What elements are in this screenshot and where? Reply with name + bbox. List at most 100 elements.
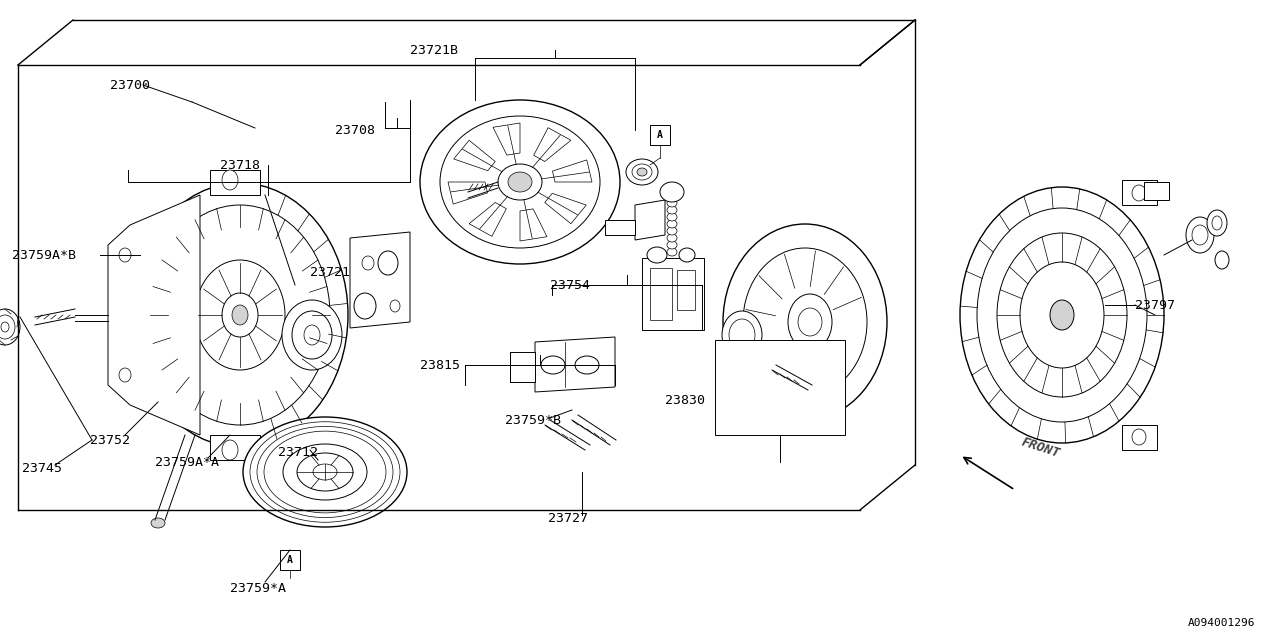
Ellipse shape xyxy=(257,426,393,518)
Text: 23759A*A: 23759A*A xyxy=(155,456,219,468)
Text: 23759A*B: 23759A*B xyxy=(12,248,76,262)
Text: 23759*A: 23759*A xyxy=(230,582,285,595)
Ellipse shape xyxy=(297,453,353,491)
Ellipse shape xyxy=(314,464,337,480)
Polygon shape xyxy=(468,202,507,236)
Ellipse shape xyxy=(667,220,677,228)
Bar xyxy=(650,268,672,320)
Polygon shape xyxy=(493,123,520,155)
Ellipse shape xyxy=(667,206,677,214)
Bar xyxy=(677,270,695,310)
Polygon shape xyxy=(1123,425,1157,450)
Ellipse shape xyxy=(355,293,376,319)
Polygon shape xyxy=(605,220,635,235)
Text: 23752: 23752 xyxy=(90,433,131,447)
Ellipse shape xyxy=(498,164,541,200)
Ellipse shape xyxy=(390,300,401,312)
Ellipse shape xyxy=(632,164,652,180)
Ellipse shape xyxy=(667,199,677,207)
Ellipse shape xyxy=(1132,185,1146,201)
Ellipse shape xyxy=(667,234,677,242)
Ellipse shape xyxy=(292,311,332,359)
Ellipse shape xyxy=(508,172,532,192)
Ellipse shape xyxy=(0,315,15,339)
Ellipse shape xyxy=(221,293,259,337)
Ellipse shape xyxy=(119,248,131,262)
Ellipse shape xyxy=(667,213,677,221)
Text: 23759*B: 23759*B xyxy=(506,413,561,426)
Polygon shape xyxy=(448,182,488,204)
Ellipse shape xyxy=(132,183,348,447)
Ellipse shape xyxy=(232,305,248,325)
Text: A: A xyxy=(657,130,663,140)
Text: 23718: 23718 xyxy=(220,159,260,172)
Text: A: A xyxy=(287,555,293,565)
Ellipse shape xyxy=(151,518,165,528)
Ellipse shape xyxy=(283,444,367,500)
Ellipse shape xyxy=(742,248,867,396)
Ellipse shape xyxy=(1132,429,1146,445)
Ellipse shape xyxy=(420,100,620,264)
Ellipse shape xyxy=(730,319,755,351)
Ellipse shape xyxy=(1020,262,1103,368)
Ellipse shape xyxy=(243,417,407,527)
Ellipse shape xyxy=(168,227,312,403)
Ellipse shape xyxy=(362,256,374,270)
Ellipse shape xyxy=(221,170,238,190)
Ellipse shape xyxy=(0,309,20,345)
Ellipse shape xyxy=(667,248,677,256)
Text: 23797: 23797 xyxy=(1135,298,1175,312)
Text: 23708: 23708 xyxy=(335,124,375,136)
Polygon shape xyxy=(534,128,571,161)
Ellipse shape xyxy=(305,325,320,345)
Polygon shape xyxy=(520,209,547,241)
Ellipse shape xyxy=(575,356,599,374)
Ellipse shape xyxy=(646,247,667,263)
Polygon shape xyxy=(635,200,666,240)
Text: A094001296: A094001296 xyxy=(1188,618,1254,628)
Text: 23727: 23727 xyxy=(548,511,588,525)
Bar xyxy=(650,125,669,145)
Text: 23712: 23712 xyxy=(278,445,317,458)
Ellipse shape xyxy=(722,311,762,359)
Text: 23721: 23721 xyxy=(310,266,349,278)
Text: 23754: 23754 xyxy=(550,278,590,291)
Bar xyxy=(643,258,704,330)
Ellipse shape xyxy=(541,356,564,374)
Ellipse shape xyxy=(1187,217,1213,253)
Text: 23745: 23745 xyxy=(22,461,61,474)
Ellipse shape xyxy=(150,205,330,425)
Ellipse shape xyxy=(221,440,238,460)
Ellipse shape xyxy=(667,227,677,235)
Ellipse shape xyxy=(997,233,1126,397)
Bar xyxy=(1144,182,1169,200)
Polygon shape xyxy=(553,160,593,182)
Ellipse shape xyxy=(119,368,131,382)
Ellipse shape xyxy=(1212,216,1222,230)
Ellipse shape xyxy=(440,116,600,248)
Polygon shape xyxy=(1123,180,1157,205)
Ellipse shape xyxy=(1050,300,1074,330)
Ellipse shape xyxy=(797,308,822,336)
Ellipse shape xyxy=(678,248,695,262)
Ellipse shape xyxy=(960,187,1164,443)
Polygon shape xyxy=(210,170,260,195)
Polygon shape xyxy=(535,337,614,392)
Ellipse shape xyxy=(1192,225,1208,245)
Text: 23700: 23700 xyxy=(110,79,150,92)
Ellipse shape xyxy=(788,294,832,350)
Text: 23830: 23830 xyxy=(666,394,705,406)
Ellipse shape xyxy=(250,422,401,522)
Ellipse shape xyxy=(637,168,646,176)
Polygon shape xyxy=(210,435,260,460)
Text: 23721B: 23721B xyxy=(410,44,458,56)
Ellipse shape xyxy=(660,182,684,202)
Polygon shape xyxy=(349,232,410,328)
Polygon shape xyxy=(453,140,495,171)
Ellipse shape xyxy=(282,300,342,370)
Ellipse shape xyxy=(667,241,677,249)
Ellipse shape xyxy=(264,431,387,513)
Ellipse shape xyxy=(723,224,887,420)
Bar xyxy=(280,550,300,570)
Polygon shape xyxy=(545,193,586,224)
